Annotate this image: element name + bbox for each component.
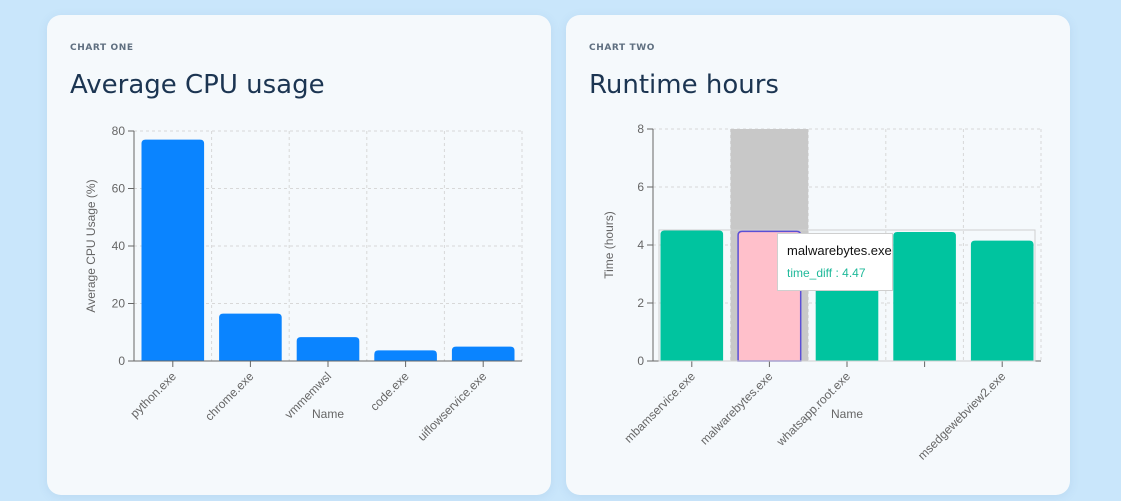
tooltip-value: time_diff : 4.47: [787, 266, 866, 280]
y-tick-label: 40: [112, 239, 126, 253]
y-axis-title: Average CPU Usage (%): [84, 179, 98, 312]
y-tick-label: 4: [637, 238, 644, 252]
chart-eyebrow: CHART TWO: [589, 43, 656, 53]
y-tick-label: 2: [637, 296, 644, 310]
tooltip-label: malwarebytes.exe: [787, 243, 892, 258]
y-tick-label: 8: [637, 122, 644, 136]
y-tick-label: 6: [637, 180, 644, 194]
tooltip-series: time_diff: [787, 266, 833, 280]
bar: [296, 337, 360, 361]
x-tick-label: python.exe: [128, 369, 180, 421]
x-tick-label: malwarebytes.exe: [697, 369, 776, 448]
y-tick-label: 0: [118, 354, 125, 368]
chart-card-one: CHART ONE Average CPU usage 0 20 40 60 80 pyt…: [47, 15, 551, 495]
chart-title: Average CPU usage: [70, 70, 325, 100]
bar: [451, 346, 515, 361]
y-tick-label: 80: [112, 124, 126, 138]
x-tick-label: mbamservice.exe: [622, 369, 699, 446]
bar: [219, 313, 282, 361]
y-tick-label: 20: [112, 297, 126, 311]
x-tick-label: code.exe: [367, 369, 412, 414]
x-tick-label: chrome.exe: [202, 369, 256, 423]
x-axis-title: Name: [312, 407, 344, 421]
chart-card-two: CHART TWO Runtime hours 0 2 4 6 8 mbamservice…: [566, 15, 1070, 495]
tooltip-number: 4.47: [842, 266, 866, 280]
bar: [660, 230, 724, 361]
chart-eyebrow: CHART ONE: [70, 43, 134, 53]
y-tick-label: 60: [112, 182, 126, 196]
bar: [374, 350, 437, 361]
x-tick-label: uiflowservice.exe: [415, 369, 490, 444]
x-axis-title: Name: [831, 407, 863, 421]
bar: [141, 139, 205, 361]
chart-tooltip: malwarebytes.exe time_diff : 4.47: [777, 233, 893, 291]
x-tick-label: msedgewebview2.exe: [915, 369, 1009, 463]
bar: [970, 240, 1034, 361]
y-tick-label: 0: [637, 354, 644, 368]
chart-title: Runtime hours: [589, 70, 779, 100]
active-area-frame: [658, 229, 1036, 362]
y-axis-title: Time (hours): [602, 211, 616, 279]
bar: [893, 231, 956, 361]
